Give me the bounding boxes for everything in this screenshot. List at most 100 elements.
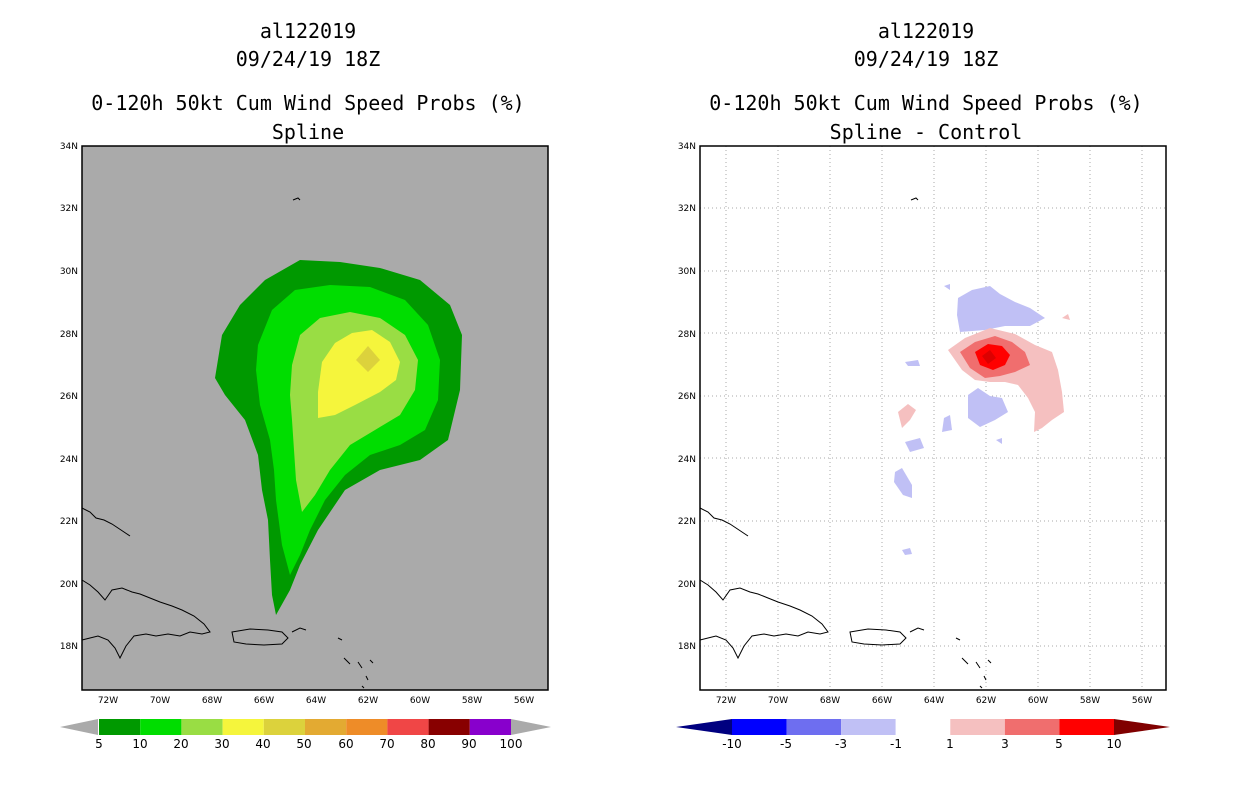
right-colorbar: -10 -5 -3 -1 1 3 5 10: [676, 719, 1170, 751]
left-product-title: 0-120h 50kt Cum Wind Speed Probs (%): [91, 91, 524, 115]
prob-contour-40: [356, 346, 380, 372]
left-datetime: 09/24/19 18Z: [236, 47, 381, 71]
left-probability-field: [215, 260, 462, 615]
lon-tick-label: 62W: [976, 696, 996, 706]
diff-negative-center: [968, 388, 1008, 427]
colorbar-left-bin-6: [346, 719, 388, 735]
lat-tick-label: 32N: [60, 204, 78, 214]
colorbar-left-label: 70: [379, 737, 394, 751]
coastline-lesser-antilles: [955, 637, 992, 689]
left-lon-ticks: 72W 70W 68W 66W 64W 62W 60W 58W 56W: [98, 696, 534, 706]
diff-negative-small-6: [996, 438, 1002, 444]
colorbar-left-label: 100: [500, 737, 523, 751]
colorbar-right-bin-2: [841, 719, 896, 735]
lat-tick-label: 24N: [60, 455, 78, 465]
colorbar-left-high-arrow: [511, 719, 551, 735]
diff-positive-center: [982, 350, 996, 364]
coastline-lesser-antilles: [337, 637, 374, 689]
left-coastlines: [81, 197, 374, 689]
lon-tick-label: 64W: [924, 696, 944, 706]
colorbar-right-label: -10: [722, 737, 742, 751]
lat-tick-label: 22N: [60, 517, 78, 527]
lat-tick-label: 18N: [60, 642, 78, 652]
left-storm-id: al122019: [260, 19, 356, 43]
prob-contour-30: [318, 330, 400, 418]
lon-tick-label: 58W: [1080, 696, 1100, 706]
lon-tick-label: 66W: [254, 696, 274, 706]
colorbar-right-bin-3: [895, 719, 951, 735]
lon-tick-label: 60W: [410, 696, 430, 706]
left-colorbar: 5 10 20 30 40 50 60 70 80 90 100: [60, 719, 551, 751]
lon-tick-label: 60W: [1028, 696, 1048, 706]
colorbar-left-bin-8: [428, 719, 470, 735]
colorbar-left-bin-3: [222, 719, 264, 735]
colorbar-right-label: 10: [1106, 737, 1121, 751]
coastline-hispaniola: [81, 579, 211, 660]
lon-tick-label: 70W: [150, 696, 170, 706]
colorbar-left-label: 40: [255, 737, 270, 751]
colorbar-left-bin-5: [305, 719, 347, 735]
lon-tick-label: 64W: [306, 696, 326, 706]
lon-tick-label: 58W: [462, 696, 482, 706]
colorbar-right-low-arrow: [676, 719, 732, 735]
right-gridlines: [700, 146, 1166, 690]
lat-tick-label: 28N: [60, 330, 78, 340]
lat-tick-label: 20N: [678, 580, 696, 590]
colorbar-left-label: 10: [132, 737, 147, 751]
coastline-puerto-rico: [231, 628, 289, 646]
lat-tick-label: 22N: [678, 517, 696, 527]
lon-tick-label: 70W: [768, 696, 788, 706]
diff-negative-small-3: [905, 438, 924, 452]
right-lat-ticks: 34N 32N 30N 28N 26N 24N 22N 20N 18N: [678, 142, 696, 652]
colorbar-left-label: 80: [420, 737, 435, 751]
lon-tick-label: 72W: [98, 696, 118, 706]
colorbar-left-bin-2: [181, 719, 223, 735]
colorbar-right-label: 3: [1001, 737, 1009, 751]
left-panel: al122019 09/24/19 18Z 0-120h 50kt Cum Wi…: [60, 19, 551, 751]
colorbar-right-bin-1: [786, 719, 842, 735]
colorbar-right-label: 1: [946, 737, 954, 751]
colorbar-right-high-arrow: [1114, 719, 1170, 735]
diff-negative-small-1: [905, 360, 920, 366]
colorbar-left-bin-4: [263, 719, 305, 735]
colorbar-left-label: 90: [461, 737, 476, 751]
colorbar-right-label: 5: [1055, 737, 1063, 751]
lon-tick-label: 56W: [514, 696, 534, 706]
right-coastlines: [699, 197, 992, 689]
lon-tick-label: 66W: [872, 696, 892, 706]
lat-tick-label: 26N: [678, 392, 696, 402]
lon-tick-label: 56W: [1132, 696, 1152, 706]
right-storm-id: al122019: [878, 19, 974, 43]
coastline-virgin-islands: [909, 627, 925, 633]
diff-negative-north: [957, 286, 1045, 332]
colorbar-right-bins: [732, 719, 1114, 735]
right-map-background: [700, 146, 1166, 690]
right-subtitle: Spline - Control: [830, 120, 1023, 144]
right-difference-field: [894, 284, 1070, 555]
colorbar-right-label: -3: [835, 737, 847, 751]
lon-tick-label: 62W: [358, 696, 378, 706]
colorbar-right-bin-4: [950, 719, 1005, 735]
coastline-bermuda: [910, 197, 919, 201]
lon-tick-label: 72W: [716, 696, 736, 706]
right-panel: al122019 09/24/19 18Z 0-120h 50kt Cum Wi…: [676, 19, 1170, 751]
colorbar-left-low-arrow: [60, 719, 98, 735]
lat-tick-label: 32N: [678, 204, 696, 214]
colorbar-left-label: 50: [296, 737, 311, 751]
lat-tick-label: 26N: [60, 392, 78, 402]
left-map-frame: [81, 145, 549, 691]
coastline-bermuda: [292, 197, 301, 201]
colorbar-left-label: 30: [214, 737, 229, 751]
right-product-title: 0-120h 50kt Cum Wind Speed Probs (%): [709, 91, 1142, 115]
colorbar-left-label: 5: [95, 737, 103, 751]
lat-tick-label: 20N: [60, 580, 78, 590]
colorbar-left-bins: [99, 719, 511, 735]
lat-tick-label: 34N: [678, 142, 696, 152]
lon-tick-label: 68W: [202, 696, 222, 706]
right-map-frame: [699, 145, 1167, 691]
left-subtitle: Spline: [272, 120, 344, 144]
lon-tick-label: 68W: [820, 696, 840, 706]
colorbar-left-bin-9: [469, 719, 511, 735]
right-lon-ticks: 72W 70W 68W 66W 64W 62W 60W 58W 56W: [716, 696, 1152, 706]
